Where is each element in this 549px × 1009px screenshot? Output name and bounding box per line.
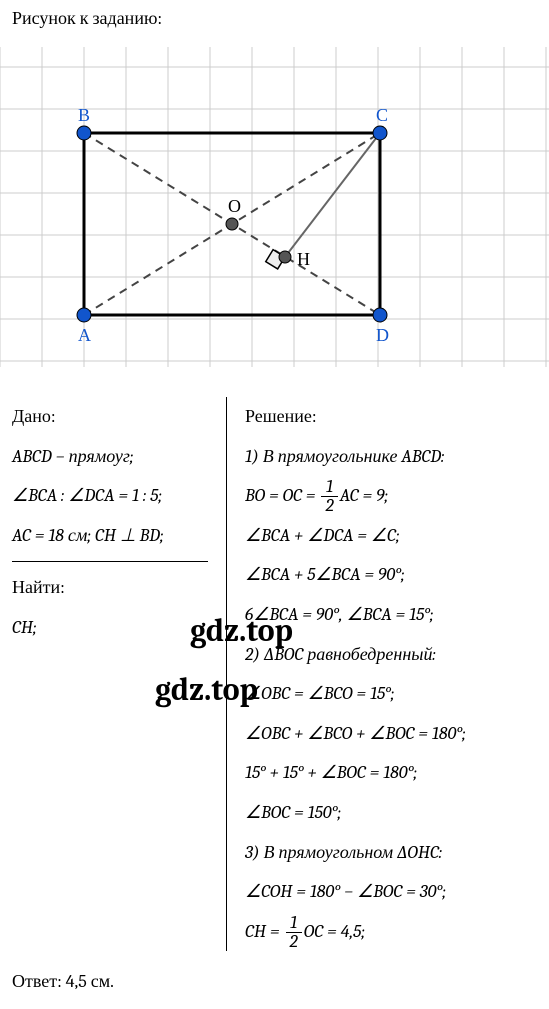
fraction: 12 [321, 478, 337, 515]
solution-line: ∠BOC = 150°; [245, 793, 537, 833]
solution-line: 15° + 15° + ∠BOC = 180°; [245, 753, 537, 793]
eq-text: AC = 9; [340, 485, 388, 506]
svg-text:B: B [78, 105, 90, 125]
frac-den: 2 [321, 497, 337, 515]
find-header: Найти: [12, 568, 208, 608]
solution-header: Решение: [245, 397, 537, 437]
solution-line: 2) ∆BOC равнобедренный: [245, 635, 537, 675]
given-line: ABCD − прямоуг; [12, 437, 208, 477]
given-divider [12, 561, 208, 562]
given-header: Дано: [12, 397, 208, 437]
solution-line: 6∠BCA = 90°, ∠BCA = 15°; [245, 595, 537, 635]
solution-line: BO = OC = 12AC = 9; [245, 476, 537, 516]
geometry-figure: A B C D O H [0, 47, 549, 367]
eq-text: OC = 4,5; [304, 921, 365, 942]
frac-den: 2 [286, 933, 302, 951]
solution-line: CH = 12OC = 4,5; [245, 912, 537, 952]
solution-line: 1) В прямоугольнике ABCD: [245, 437, 537, 477]
find-line: CH; [12, 608, 208, 648]
answer-text: Ответ: 4,5 см. [0, 961, 549, 1002]
solution-line: ∠BCA + 5∠BCA = 90°; [245, 555, 537, 595]
solution-column: Решение: 1) В прямоугольнике ABCD: BO = … [227, 397, 537, 951]
solution-line: ∠COH = 180° − ∠BOC = 30°; [245, 872, 537, 912]
solution-line: 3) В прямоугольном ∆OHC: [245, 833, 537, 873]
given-line: AC = 18 см; CH ⊥ BD; [12, 516, 208, 556]
page-title: Рисунок к заданию: [0, 0, 549, 37]
solution-line: ∠OBC + ∠BCO + ∠BOC = 180°; [245, 714, 537, 754]
svg-text:C: C [376, 105, 388, 125]
given-line: ∠BCA : ∠DCA = 1 : 5; [12, 476, 208, 516]
svg-text:O: O [228, 196, 241, 216]
eq-text: CH = [245, 921, 284, 942]
svg-text:H: H [297, 249, 310, 269]
solution-line: ∠OBC = ∠BCO = 15°; [245, 674, 537, 714]
fraction: 12 [286, 914, 302, 951]
figure-container: A B C D O H [0, 47, 549, 367]
svg-text:A: A [78, 325, 91, 345]
given-column: Дано: ABCD − прямоуг; ∠BCA : ∠DCA = 1 : … [12, 397, 227, 951]
svg-text:D: D [376, 325, 389, 345]
proof-section: Дано: ABCD − прямоуг; ∠BCA : ∠DCA = 1 : … [0, 367, 549, 961]
solution-line: ∠BCA + ∠DCA = ∠C; [245, 516, 537, 556]
eq-text: BO = OC = [245, 485, 319, 506]
